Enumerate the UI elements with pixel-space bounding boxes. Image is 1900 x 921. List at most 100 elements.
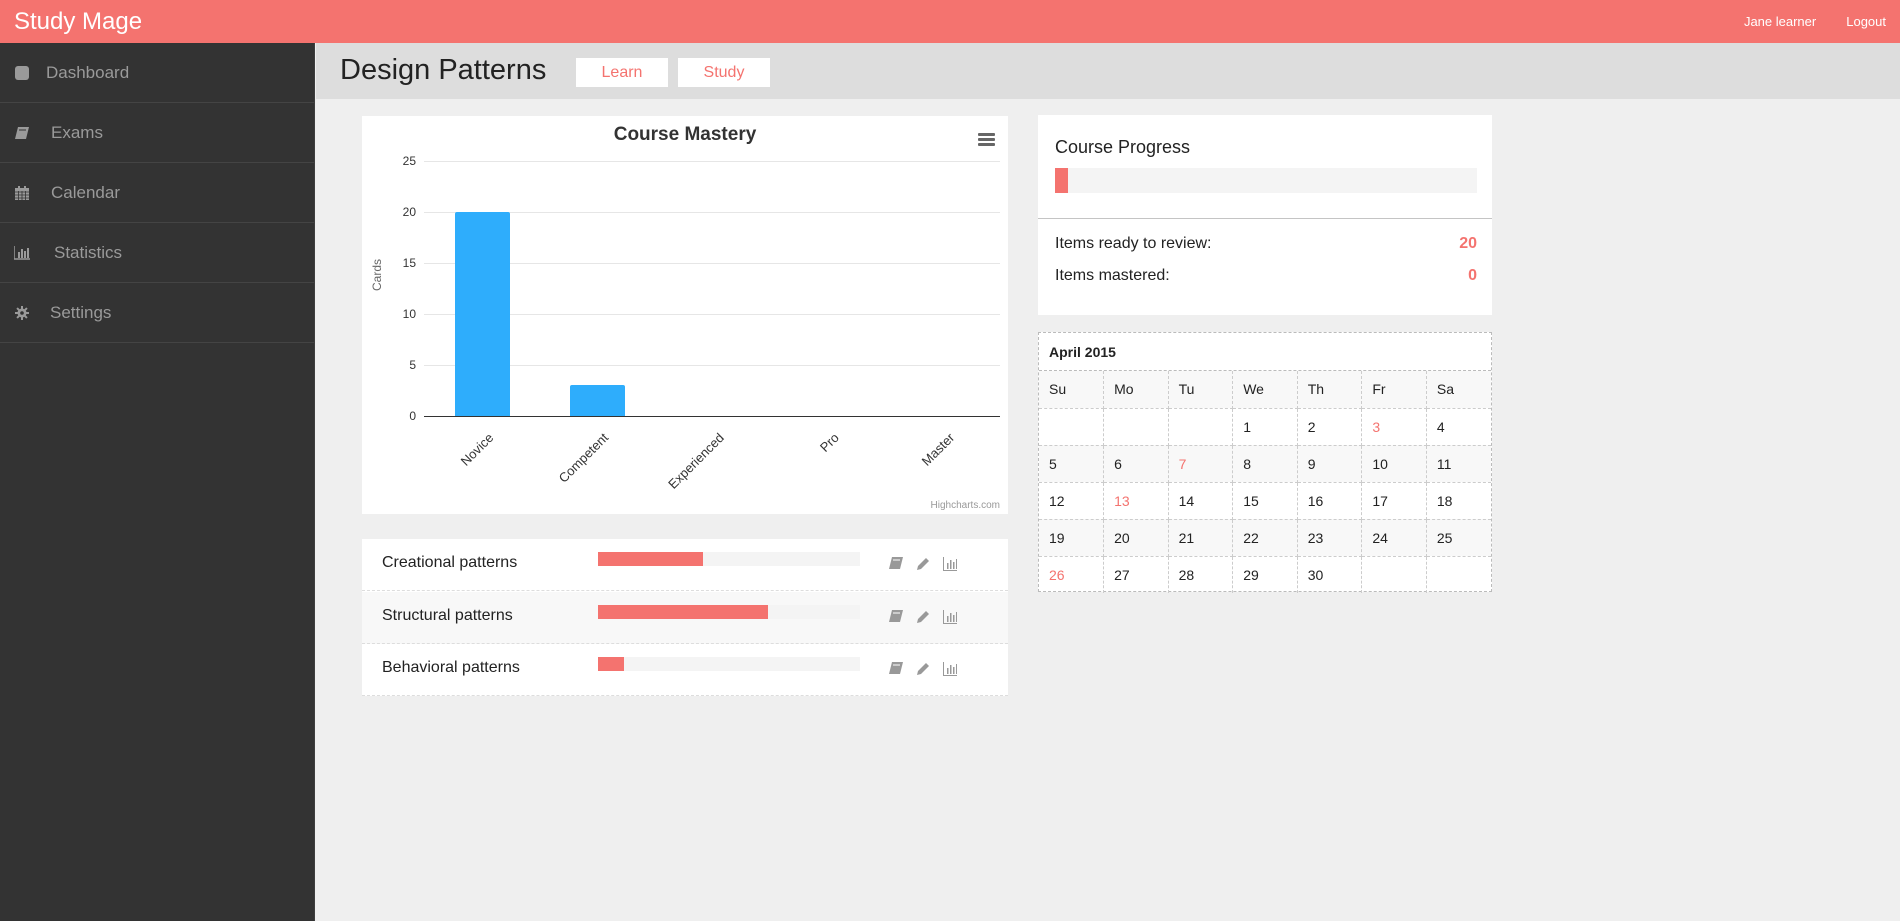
x-axis-label: Experienced: [664, 430, 727, 492]
sidebar-item-calendar[interactable]: Calendar: [0, 163, 314, 223]
learn-button[interactable]: Learn: [576, 58, 668, 87]
calendar-day[interactable]: 21: [1167, 518, 1234, 557]
bar-chart-icon[interactable]: [943, 662, 957, 676]
calendar-day[interactable]: 10: [1361, 444, 1427, 483]
divider: [1038, 218, 1492, 219]
weekday-header: Mo: [1103, 371, 1169, 409]
x-axis-label: Master: [918, 430, 958, 469]
calendar-day[interactable]: 1: [1232, 407, 1298, 446]
topic-name[interactable]: Structural patterns: [382, 607, 513, 624]
logout-link[interactable]: Logout: [1846, 14, 1886, 29]
calendar-day[interactable]: 14: [1167, 481, 1234, 520]
calendar-day[interactable]: 23: [1296, 518, 1363, 557]
weekday-header: Tu: [1167, 371, 1234, 409]
pencil-icon[interactable]: [916, 610, 930, 624]
sidebar: Dashboard Exams Calendar Statistics Sett…: [0, 43, 315, 921]
bar-competent[interactable]: [569, 385, 625, 416]
calendar-day[interactable]: 30: [1296, 555, 1363, 593]
calendar-day[interactable]: 17: [1361, 481, 1427, 520]
book-icon: [14, 125, 30, 141]
calendar-day[interactable]: 2: [1296, 407, 1363, 446]
calendar-day[interactable]: 12: [1039, 481, 1105, 520]
list-item: Structural patterns: [362, 592, 1008, 644]
gear-icon: [14, 305, 30, 321]
calendar-day[interactable]: 28: [1167, 555, 1234, 593]
sidebar-item-dashboard[interactable]: Dashboard: [0, 43, 314, 103]
calendar-day[interactable]: 24: [1361, 518, 1427, 557]
sidebar-item-statistics[interactable]: Statistics: [0, 223, 314, 283]
y-tick: 10: [402, 307, 416, 321]
calendar-empty-cell: [1361, 555, 1427, 593]
app-title[interactable]: Study Mage: [14, 8, 143, 35]
plot-area: 25 20 15 10 5 0 Novice Competent Experienc…: [403, 154, 1000, 492]
calendar-day[interactable]: 25: [1425, 518, 1491, 557]
calendar-day[interactable]: 15: [1232, 481, 1298, 520]
weekday-header: Su: [1039, 371, 1105, 409]
bar-chart-icon[interactable]: [943, 610, 957, 624]
gridline: [424, 263, 1000, 264]
gridline: [424, 161, 1000, 162]
items-ready-stat: Items ready to review: 20: [1055, 235, 1477, 253]
gridline: [424, 314, 1000, 315]
book-icon[interactable]: [889, 557, 903, 571]
user-link[interactable]: Jane learner: [1743, 14, 1817, 29]
calendar-day[interactable]: 20: [1103, 518, 1169, 557]
topic-name[interactable]: Behavioral patterns: [382, 659, 520, 676]
pencil-icon[interactable]: [916, 662, 930, 676]
sidebar-item-settings[interactable]: Settings: [0, 283, 314, 343]
y-tick: 0: [409, 409, 416, 423]
topic-name[interactable]: Creational patterns: [382, 554, 518, 571]
weekday-header: Th: [1296, 371, 1363, 409]
calendar-day[interactable]: 4: [1425, 407, 1491, 446]
calendar-day[interactable]: 29: [1232, 555, 1298, 593]
pencil-icon[interactable]: [916, 557, 930, 571]
page-header: Design Patterns Learn Study: [316, 43, 1900, 99]
y-tick: 5: [409, 358, 416, 372]
chart-title: Course Mastery: [613, 124, 757, 145]
calendar-day[interactable]: 16: [1296, 481, 1363, 520]
x-axis-line: [424, 416, 1000, 417]
course-progress-title: Course Progress: [1055, 137, 1191, 157]
calendar-day[interactable]: 22: [1232, 518, 1298, 557]
weekday-header: We: [1232, 371, 1298, 409]
items-mastered-stat: Items mastered: 0: [1055, 267, 1477, 285]
sidebar-item-label: Calendar: [51, 182, 120, 202]
chart-menu-icon[interactable]: [978, 133, 995, 146]
calendar-day[interactable]: 7: [1167, 444, 1234, 483]
gridline: [424, 212, 1000, 213]
calendar-day[interactable]: 5: [1039, 444, 1105, 483]
book-icon[interactable]: [889, 662, 903, 676]
calendar-day[interactable]: 8: [1232, 444, 1298, 483]
calendar-day[interactable]: 19: [1039, 518, 1105, 557]
course-progress-bar: [1055, 168, 1477, 193]
x-axis-label: Pro: [816, 430, 842, 455]
calendar-month-title: April 2015: [1039, 333, 1491, 371]
book-icon[interactable]: [889, 610, 903, 624]
calendar-day[interactable]: 11: [1425, 444, 1491, 483]
calendar-day[interactable]: 3: [1361, 407, 1427, 446]
calendar-day[interactable]: 9: [1296, 444, 1363, 483]
sidebar-item-label: Statistics: [54, 242, 123, 262]
items-ready-label: Items ready to review:: [1055, 235, 1212, 252]
x-axis-label: Competent: [555, 430, 612, 486]
calendar-empty-cell: [1167, 407, 1234, 446]
calendar-day[interactable]: 27: [1103, 555, 1169, 593]
study-button[interactable]: Study: [678, 58, 770, 87]
bar-novice[interactable]: [454, 212, 510, 416]
calendar-day[interactable]: 26: [1039, 555, 1105, 593]
sidebar-item-label: Exams: [51, 122, 103, 142]
highcharts-credit[interactable]: Highcharts.com: [930, 500, 1000, 511]
topic-progress-bar: [598, 552, 860, 566]
course-progress-panel: Course Progress Items ready to review: 2…: [1038, 115, 1492, 315]
weekday-header: Sa: [1425, 371, 1491, 409]
sidebar-item-exams[interactable]: Exams: [0, 103, 314, 163]
list-item: Behavioral patterns: [362, 644, 1008, 696]
items-mastered-label: Items mastered:: [1055, 267, 1170, 284]
calendar-day[interactable]: 6: [1103, 444, 1169, 483]
calendar-empty-cell: [1039, 407, 1105, 446]
calendar-day[interactable]: 18: [1425, 481, 1491, 520]
calendar-day[interactable]: 13: [1103, 481, 1169, 520]
bar-chart-icon[interactable]: [943, 557, 957, 571]
top-bar: Study Mage Jane learner Logout: [0, 0, 1900, 43]
page-title: Design Patterns: [340, 54, 547, 86]
